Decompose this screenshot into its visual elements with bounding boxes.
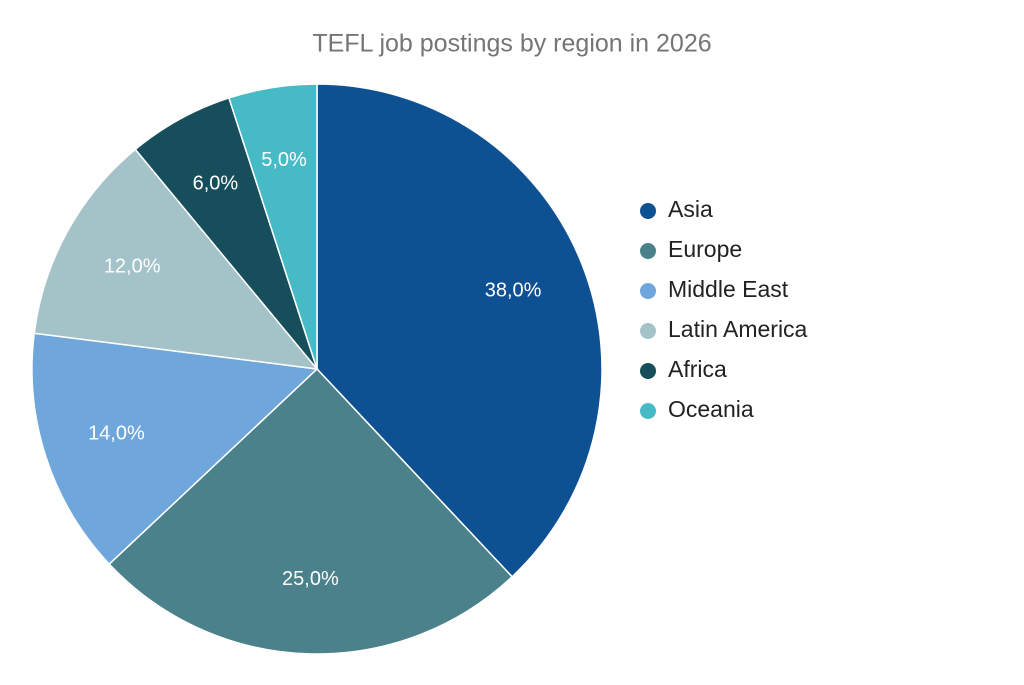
legend-marker [640, 243, 656, 259]
data-label: 25,0% [282, 568, 339, 590]
pie-slice [31, 332, 319, 566]
legend-label: Europe [668, 236, 742, 262]
legend-label: Middle East [668, 276, 789, 302]
legend-marker [640, 323, 656, 339]
legend-marker [640, 283, 656, 299]
legend-label: Oceania [668, 396, 754, 422]
legend-label: Asia [668, 196, 713, 222]
pie-slice [33, 148, 319, 370]
legend-marker [640, 203, 656, 219]
legend-label: Africa [668, 356, 727, 382]
pie-slice [227, 83, 318, 370]
data-label: 6,0% [193, 172, 239, 194]
data-label: 14,0% [88, 422, 145, 444]
pie-slice [316, 83, 603, 578]
chart-title: TEFL job postings by region in 2026 [312, 30, 711, 58]
data-label: 38,0% [485, 280, 542, 302]
data-label: 5,0% [261, 149, 307, 171]
pie-slice [108, 367, 514, 655]
legend-marker [640, 403, 656, 419]
legend-label: Latin America [668, 316, 808, 342]
data-label: 12,0% [104, 256, 161, 278]
legend-marker [640, 363, 656, 379]
